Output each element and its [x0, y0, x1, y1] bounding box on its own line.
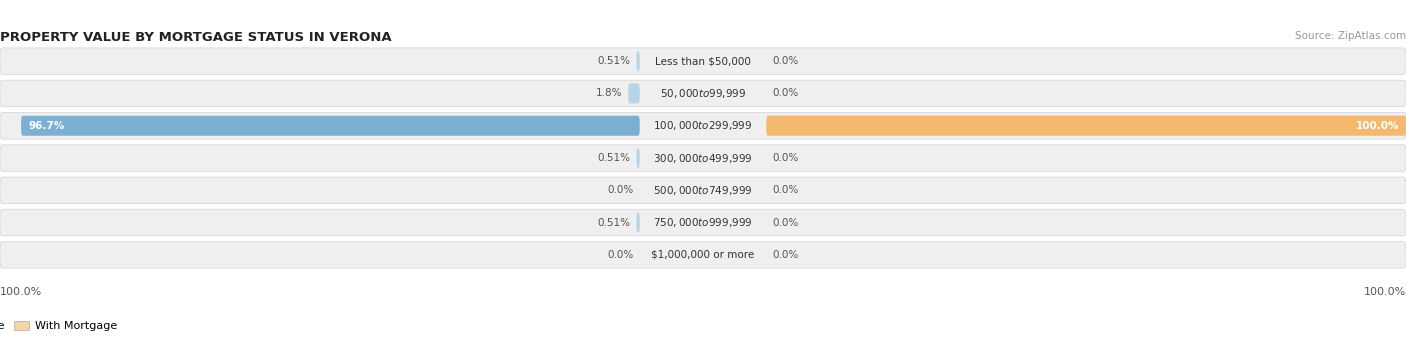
FancyBboxPatch shape — [637, 51, 640, 71]
Text: 0.0%: 0.0% — [772, 56, 799, 66]
Text: 0.51%: 0.51% — [598, 218, 631, 227]
FancyBboxPatch shape — [637, 148, 640, 168]
FancyBboxPatch shape — [766, 116, 1406, 136]
Text: 0.51%: 0.51% — [598, 153, 631, 163]
Text: 0.0%: 0.0% — [607, 250, 634, 260]
Text: 0.0%: 0.0% — [607, 185, 634, 195]
FancyBboxPatch shape — [21, 116, 640, 136]
FancyBboxPatch shape — [0, 113, 1406, 139]
Text: $50,000 to $99,999: $50,000 to $99,999 — [659, 87, 747, 100]
FancyBboxPatch shape — [637, 212, 640, 233]
Text: 100.0%: 100.0% — [1355, 121, 1399, 131]
Text: 0.0%: 0.0% — [772, 250, 799, 260]
FancyBboxPatch shape — [628, 84, 640, 103]
Legend: Without Mortgage, With Mortgage: Without Mortgage, With Mortgage — [0, 316, 121, 336]
Text: $500,000 to $749,999: $500,000 to $749,999 — [654, 184, 752, 197]
Text: 96.7%: 96.7% — [28, 121, 65, 131]
Text: 0.0%: 0.0% — [772, 185, 799, 195]
Text: Source: ZipAtlas.com: Source: ZipAtlas.com — [1295, 31, 1406, 42]
Text: 0.0%: 0.0% — [772, 153, 799, 163]
Text: $1,000,000 or more: $1,000,000 or more — [651, 250, 755, 260]
Text: PROPERTY VALUE BY MORTGAGE STATUS IN VERONA: PROPERTY VALUE BY MORTGAGE STATUS IN VER… — [0, 31, 392, 44]
Text: 0.51%: 0.51% — [598, 56, 631, 66]
Text: 100.0%: 100.0% — [1364, 287, 1406, 297]
Text: 0.0%: 0.0% — [772, 88, 799, 99]
Text: $100,000 to $299,999: $100,000 to $299,999 — [654, 119, 752, 132]
FancyBboxPatch shape — [0, 48, 1406, 74]
FancyBboxPatch shape — [0, 177, 1406, 204]
Text: 1.8%: 1.8% — [596, 88, 623, 99]
Text: $750,000 to $999,999: $750,000 to $999,999 — [654, 216, 752, 229]
FancyBboxPatch shape — [0, 209, 1406, 236]
Text: 100.0%: 100.0% — [0, 287, 42, 297]
Text: 0.0%: 0.0% — [772, 218, 799, 227]
Text: $300,000 to $499,999: $300,000 to $499,999 — [654, 151, 752, 164]
FancyBboxPatch shape — [0, 242, 1406, 268]
Text: Less than $50,000: Less than $50,000 — [655, 56, 751, 66]
FancyBboxPatch shape — [0, 145, 1406, 171]
FancyBboxPatch shape — [0, 80, 1406, 107]
